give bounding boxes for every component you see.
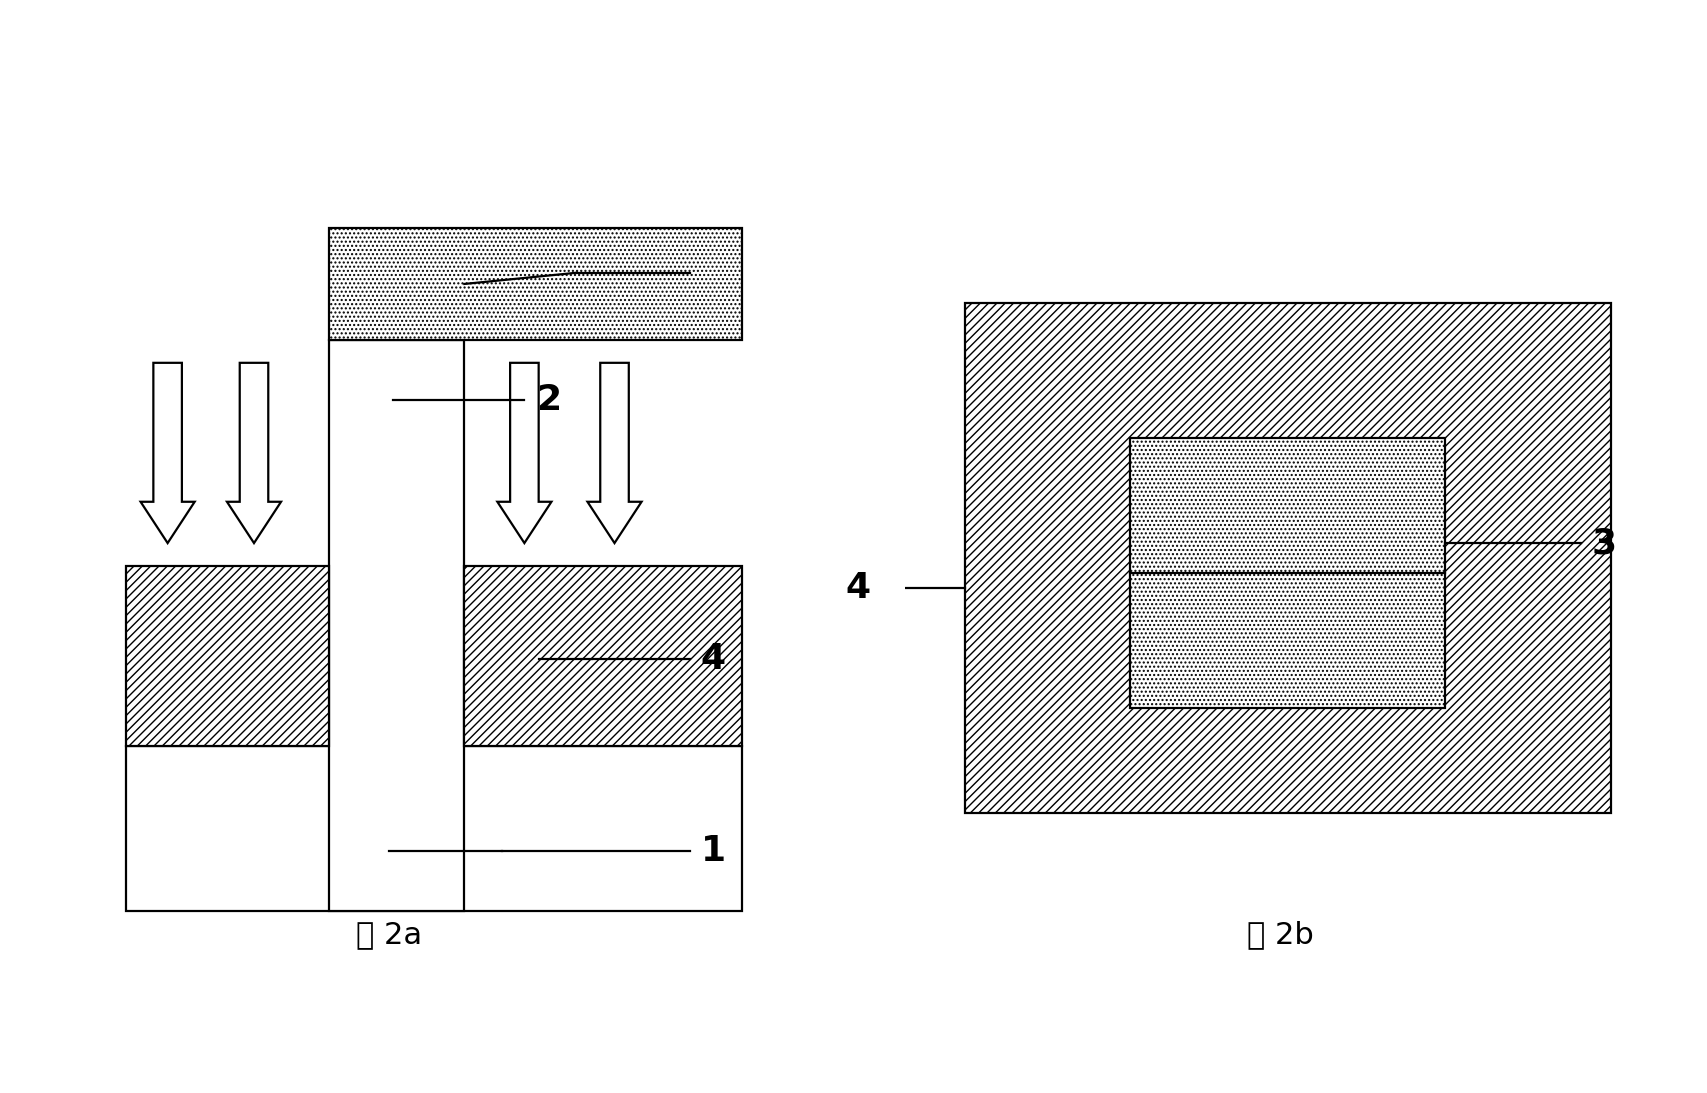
Polygon shape [140, 363, 195, 543]
Text: 3: 3 [702, 256, 725, 290]
Bar [126, 565, 329, 745]
Polygon shape [587, 363, 642, 543]
Text: 2: 2 [536, 384, 562, 418]
Bar [329, 227, 743, 340]
Text: 1: 1 [702, 834, 725, 868]
Text: 3: 3 [1593, 526, 1617, 560]
Text: 4: 4 [845, 572, 871, 606]
Bar [1130, 438, 1446, 708]
Text: 图 2b: 图 2b [1246, 919, 1314, 949]
Bar [329, 340, 464, 912]
Bar [964, 303, 1611, 813]
Polygon shape [227, 363, 282, 543]
Bar [464, 565, 743, 745]
Text: 图 2a: 图 2a [357, 919, 422, 949]
Bar [126, 745, 743, 912]
Polygon shape [497, 363, 551, 543]
Text: 4: 4 [702, 643, 725, 677]
